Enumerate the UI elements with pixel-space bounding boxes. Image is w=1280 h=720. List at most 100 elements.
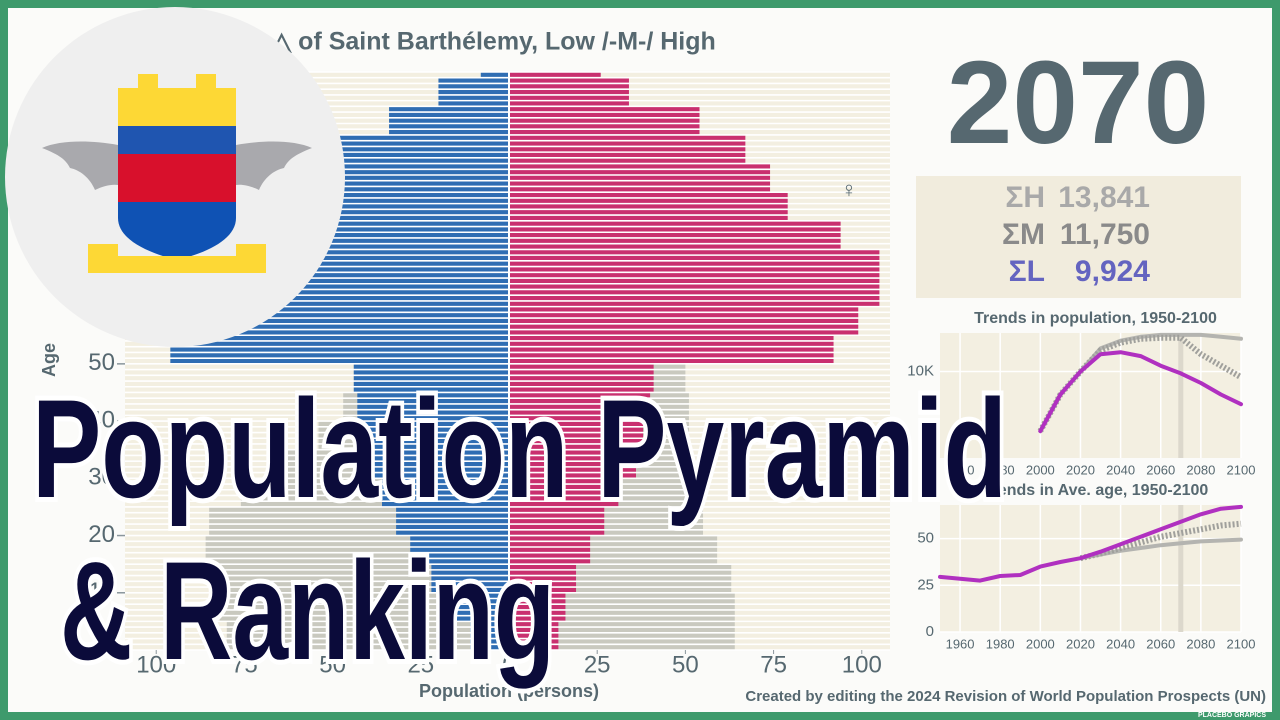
wing-left: [42, 141, 118, 190]
bar: [509, 449, 636, 479]
bar: [509, 278, 880, 307]
x-tick-label: 0: [502, 651, 515, 678]
x-tick-label: 100: [136, 651, 176, 678]
x-tick-label: 2020: [1066, 462, 1095, 477]
x-tick-label: 1960: [946, 462, 975, 477]
x-tick-label: 25: [584, 651, 611, 678]
bar: [456, 592, 509, 622]
x-tick-label: 100: [842, 651, 882, 678]
x-tick-label: 2040: [1106, 636, 1135, 651]
x-tick-label: 0: [502, 651, 515, 678]
y-tick-label: 25: [917, 576, 934, 593]
series-line: [1079, 520, 1242, 562]
x-tick-label: 2020: [1066, 636, 1095, 651]
y-tick-label: 50: [917, 530, 934, 547]
crown: [118, 74, 236, 126]
chart-title: Trends in population, 1950-2100: [974, 310, 1217, 327]
bar: [170, 335, 510, 364]
summary-box: [916, 176, 1241, 298]
bar: [360, 421, 509, 450]
bar: [371, 449, 509, 479]
x-tick-label: 25: [407, 651, 434, 678]
overlay-line: & Ranking: [60, 532, 555, 689]
x-tick-label: 1960: [946, 636, 975, 651]
overlay-title: Population Pyramid & Ranking: [27, 365, 1012, 694]
series-line: [1038, 350, 1243, 434]
bar: [509, 249, 880, 279]
y-tick-label: 50: [88, 349, 115, 376]
summary-value: 9,924: [1075, 255, 1150, 288]
bar: [431, 564, 509, 593]
x-tick-label: 2100: [1227, 636, 1256, 651]
bar: [339, 134, 509, 164]
trend-charts: Trends in population, 1950-2100 10K 1960 19…: [907, 310, 1255, 651]
bar: [509, 392, 651, 422]
shield-bottom: [118, 202, 236, 260]
bar: [509, 621, 559, 650]
y-axis-label: Age: [39, 343, 59, 377]
summary-value: 13,841: [1058, 181, 1150, 214]
x-tick-label: 1980: [986, 636, 1015, 651]
bar: [357, 392, 509, 422]
bar: [509, 421, 644, 450]
series-line: [1078, 537, 1243, 561]
bar: [396, 506, 509, 536]
x-tick-label: 2000: [1026, 462, 1055, 477]
plot-background: [940, 333, 1241, 458]
bar: [509, 506, 605, 536]
bar: [509, 220, 841, 250]
chart-title: Trends in Ave. age, 1950-2100: [983, 482, 1209, 499]
year: 2070: [947, 37, 1210, 169]
x-tick-label: 75: [231, 651, 258, 678]
overlay-line: Population Pyramid: [32, 370, 1007, 527]
bar: [509, 72, 601, 78]
x-tick-label: 75: [760, 651, 787, 678]
x-tick-label: 2040: [1106, 462, 1135, 477]
summary-label: ΣH: [1005, 181, 1045, 214]
scroll: [88, 244, 266, 273]
x-tick-label: 50: [319, 651, 346, 678]
bar: [509, 335, 834, 364]
bar: [470, 621, 509, 650]
series-line: [1037, 334, 1243, 433]
pyramid: 0102030405060708090100002525505075751001…: [39, 63, 890, 701]
x-tick-label: 2060: [1146, 636, 1175, 651]
bar: [389, 106, 509, 135]
watermark: PLACEBO GRAPICS: [1198, 712, 1266, 719]
x-tick-label: 2080: [1186, 462, 1215, 477]
credit: Created by editing the 2024 Revision of …: [745, 688, 1266, 705]
y-tick-label: 30: [88, 464, 115, 491]
bar: [509, 77, 629, 107]
x-tick-label: 50: [672, 651, 699, 678]
bar: [509, 134, 746, 164]
plot-background: [940, 505, 1241, 632]
x-tick-label: 1980: [986, 462, 1015, 477]
y-tick-label: 0: [102, 635, 115, 662]
bar: [509, 592, 566, 622]
y-tick-label: 10K: [907, 362, 934, 379]
x-tick-label: 2080: [1186, 636, 1215, 651]
chart-title: △ of Saint Barthélemy, Low /-M-/ High: [271, 28, 716, 56]
summary-label: ΣM: [1002, 218, 1045, 251]
bar: [353, 363, 509, 393]
summary: ΣH 13,841 ΣM 11,750 ΣL 9,924: [1002, 181, 1150, 288]
bar: [509, 478, 619, 507]
bar: [509, 564, 577, 593]
bar: [509, 106, 700, 135]
x-tick-label: 2100: [1227, 462, 1256, 477]
bar: [509, 363, 654, 393]
shield-mid: [118, 154, 236, 202]
y-tick-label: 10: [88, 578, 115, 605]
bar: [438, 77, 509, 107]
x-tick-label: 2060: [1146, 462, 1175, 477]
bar: [382, 478, 509, 507]
wing-right: [236, 141, 312, 190]
shield-top: [118, 126, 236, 154]
bar: [509, 535, 591, 565]
y-tick-label: 20: [88, 521, 115, 548]
annotation: ♀: [841, 177, 858, 202]
bar: [509, 163, 771, 193]
x-axis-label: Population (persons): [419, 681, 599, 701]
bar: [480, 72, 509, 78]
